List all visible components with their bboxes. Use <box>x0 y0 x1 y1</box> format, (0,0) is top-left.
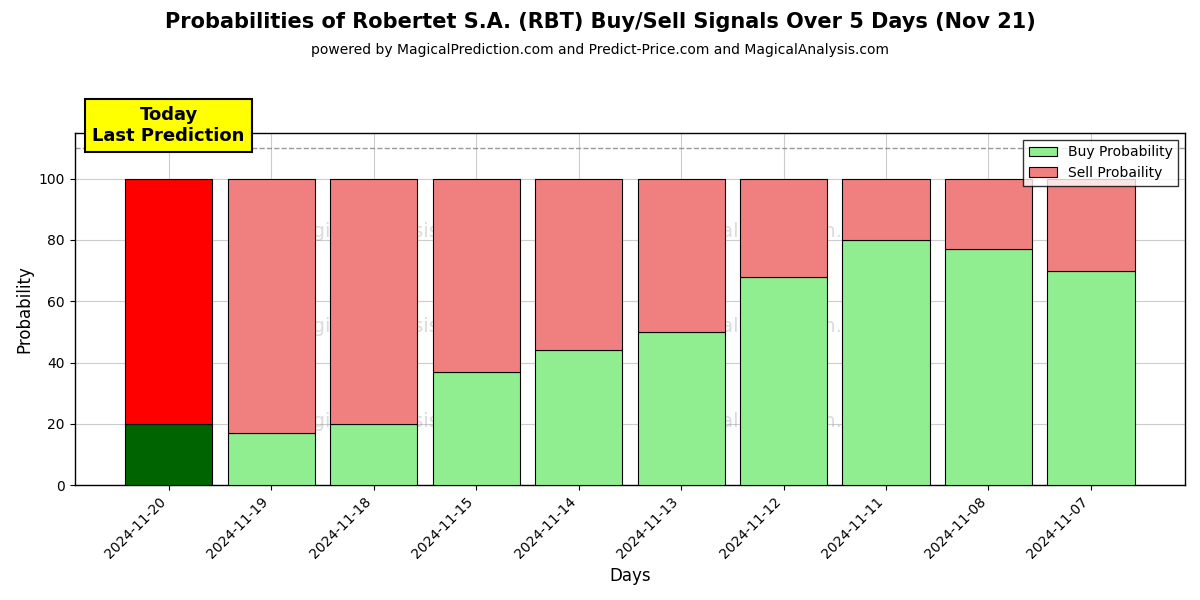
Text: MagicalPrediction.com: MagicalPrediction.com <box>665 317 884 336</box>
Bar <box>740 179 827 277</box>
Bar <box>740 277 827 485</box>
Text: MagicalAnalysis.com: MagicalAnalysis.com <box>284 412 487 431</box>
Bar <box>1048 179 1134 271</box>
Bar <box>432 179 520 372</box>
Text: powered by MagicalPrediction.com and Predict-Price.com and MagicalAnalysis.com: powered by MagicalPrediction.com and Pre… <box>311 43 889 57</box>
X-axis label: Days: Days <box>610 567 650 585</box>
Text: MagicalPrediction.com: MagicalPrediction.com <box>665 412 884 431</box>
Bar <box>432 372 520 485</box>
Bar <box>125 424 212 485</box>
Text: Today
Last Prediction: Today Last Prediction <box>92 106 245 145</box>
Bar <box>944 179 1032 249</box>
Bar <box>1048 271 1134 485</box>
Bar <box>637 332 725 485</box>
Text: Probabilities of Robertet S.A. (RBT) Buy/Sell Signals Over 5 Days (Nov 21): Probabilities of Robertet S.A. (RBT) Buy… <box>164 12 1036 32</box>
Bar <box>944 249 1032 485</box>
Bar <box>535 179 622 350</box>
Text: MagicalAnalysis.com: MagicalAnalysis.com <box>284 317 487 336</box>
Bar <box>330 179 418 424</box>
Bar <box>228 433 314 485</box>
Bar <box>535 350 622 485</box>
Bar <box>228 179 314 433</box>
Y-axis label: Probability: Probability <box>16 265 34 353</box>
Legend: Buy Probability, Sell Probaility: Buy Probability, Sell Probaility <box>1024 140 1178 186</box>
Bar <box>330 424 418 485</box>
Bar <box>125 179 212 424</box>
Bar <box>842 240 930 485</box>
Bar <box>637 179 725 332</box>
Text: MagicalAnalysis.com: MagicalAnalysis.com <box>284 222 487 241</box>
Bar <box>842 179 930 240</box>
Text: MagicalPrediction.com: MagicalPrediction.com <box>665 222 884 241</box>
